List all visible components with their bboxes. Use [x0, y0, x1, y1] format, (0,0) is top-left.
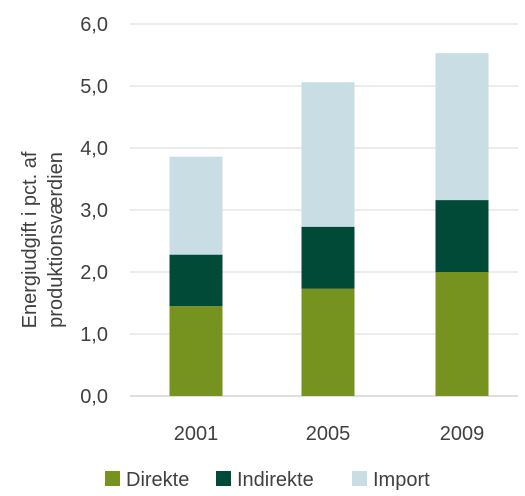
- bar-direkte-2005: [301, 288, 355, 396]
- y-tick-label: 6,0: [80, 14, 108, 36]
- legend: Direkte Indirekte Import: [105, 469, 430, 491]
- bar-direkte-2009: [435, 272, 489, 396]
- bars: [169, 53, 489, 396]
- x-axis-tick-labels: 2001 2005 2009: [174, 423, 485, 445]
- x-tick-label: 2009: [440, 423, 485, 445]
- bar-indirekte-2005: [301, 226, 355, 289]
- legend-label: Indirekte: [237, 469, 314, 491]
- bar-direkte-2001: [169, 306, 223, 396]
- legend-item-import: Import: [352, 469, 430, 491]
- y-tick-label: 2,0: [80, 262, 108, 284]
- y-tick-label: 5,0: [80, 76, 108, 98]
- legend-item-indirekte: Indirekte: [216, 469, 314, 491]
- y-axis-title-line-1: Energiudgift i pct. af: [19, 151, 41, 328]
- bar-import-2009: [435, 53, 489, 201]
- y-axis-tick-labels: 0,0 1,0 2,0 3,0 4,0 5,0 6,0: [80, 14, 108, 408]
- legend-swatch: [352, 471, 367, 486]
- legend-label: Direkte: [126, 469, 189, 491]
- bar-indirekte-2009: [435, 200, 489, 272]
- legend-swatch: [216, 471, 231, 486]
- bar-indirekte-2001: [169, 254, 223, 307]
- legend-swatch: [105, 471, 120, 486]
- legend-item-direkte: Direkte: [105, 469, 189, 491]
- legend-label: Import: [373, 469, 430, 491]
- y-tick-label: 4,0: [80, 138, 108, 160]
- y-tick-label: 1,0: [80, 324, 108, 346]
- bar-import-2001: [169, 156, 223, 255]
- y-tick-label: 0,0: [80, 386, 108, 408]
- x-tick-label: 2001: [174, 423, 219, 445]
- y-axis-title: Energiudgift i pct. af produktionsværdie…: [19, 151, 67, 328]
- bar-import-2005: [301, 82, 355, 227]
- y-tick-label: 3,0: [80, 200, 108, 222]
- x-tick-label: 2005: [306, 423, 351, 445]
- y-axis-title-line-2: produktionsværdien: [45, 152, 67, 328]
